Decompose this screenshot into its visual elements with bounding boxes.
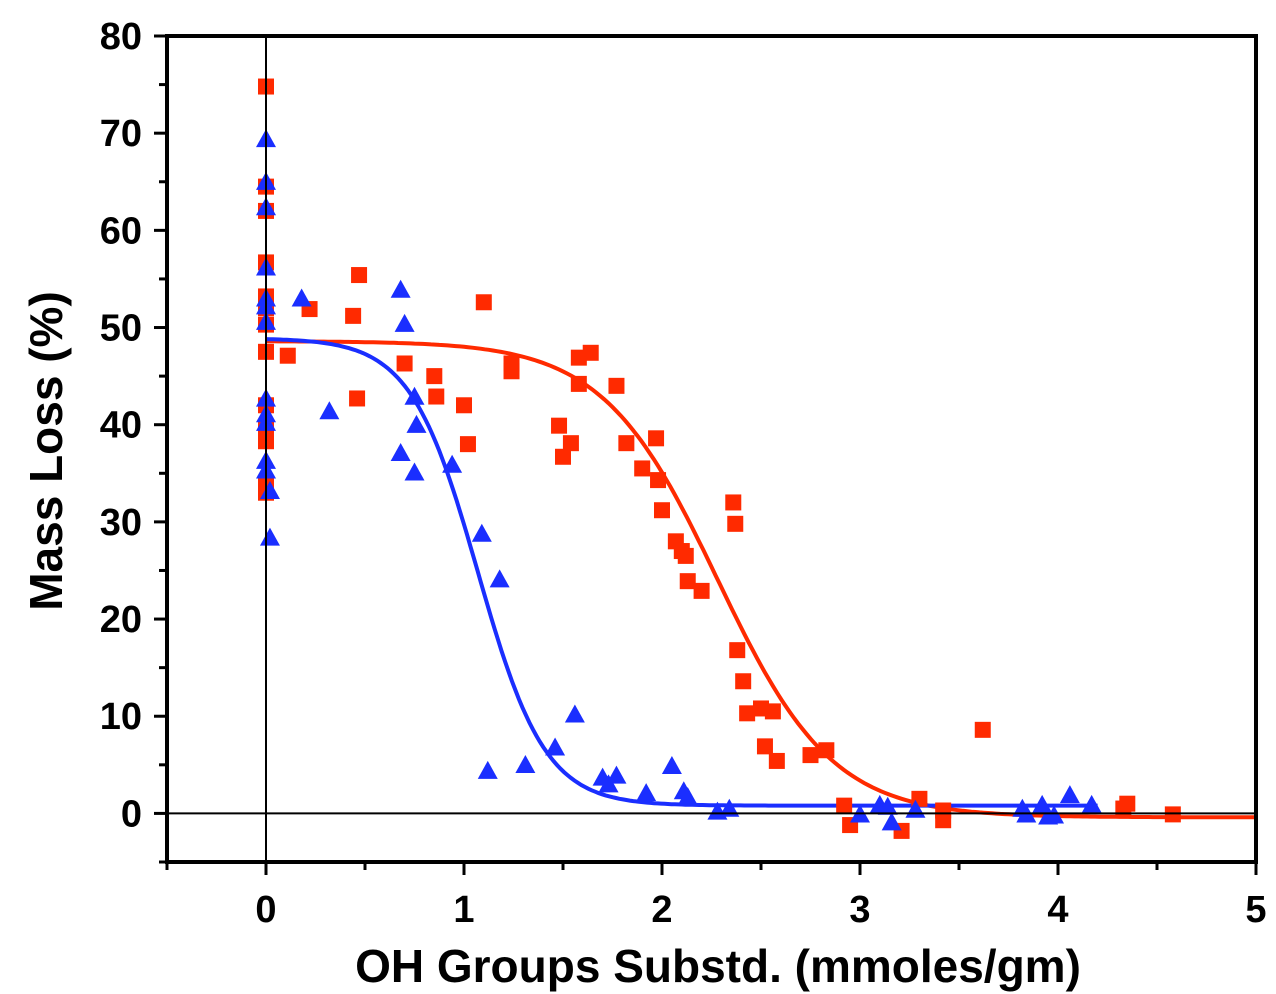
y-tick-label: 30	[100, 502, 142, 544]
y-tick-label: 0	[121, 793, 142, 835]
triangle-marker	[661, 755, 682, 774]
fit-curve-2	[265, 337, 1098, 808]
triangle-marker	[390, 279, 411, 298]
square-marker	[426, 368, 443, 385]
square-marker	[459, 436, 476, 453]
triangle-marker	[390, 443, 411, 462]
triangle-marker	[291, 288, 312, 307]
square-marker	[456, 397, 472, 414]
y-tick-label: 60	[100, 210, 142, 252]
square-marker	[279, 347, 296, 364]
triangle-marker	[442, 454, 463, 473]
y-tick-label: 40	[100, 405, 142, 447]
square-marker	[725, 494, 742, 511]
triangle-marker	[515, 754, 536, 773]
triangle-marker	[406, 414, 427, 433]
x-tick-label: 5	[1245, 889, 1266, 931]
x-tick-label: 3	[849, 889, 870, 931]
triangle-marker	[719, 798, 740, 817]
y-tick-label: 50	[100, 308, 142, 350]
y-tick-label: 20	[100, 599, 142, 641]
triangle-marker	[319, 401, 340, 420]
triangle-marker	[545, 737, 566, 756]
plot-frame	[165, 34, 1258, 864]
square-marker	[648, 430, 665, 447]
y-tick-label: 10	[100, 696, 142, 738]
y-tick-label: 80	[100, 16, 142, 58]
triangle-marker	[636, 783, 657, 802]
triangle-marker	[489, 569, 510, 588]
square-marker	[503, 363, 520, 380]
square-marker	[727, 515, 744, 532]
square-marker	[693, 582, 710, 599]
triangle-marker	[606, 765, 627, 784]
triangle-marker	[1044, 805, 1065, 824]
x-tick-label: 1	[453, 889, 474, 931]
triangle-marker	[881, 812, 902, 831]
square-marker	[608, 377, 625, 394]
triangle-marker	[259, 527, 280, 546]
square-marker	[729, 642, 746, 659]
square-marker	[634, 460, 651, 477]
square-marker	[764, 703, 781, 720]
square-marker	[349, 390, 366, 407]
triangle-marker	[404, 462, 425, 481]
y-tick-label: 70	[100, 113, 142, 155]
triangle-marker	[471, 523, 492, 542]
square-marker	[1119, 795, 1136, 812]
square-marker	[351, 267, 368, 284]
y-axis-title: Mass Loss (%)	[20, 291, 72, 611]
square-marker	[818, 742, 835, 759]
triangle-marker	[677, 787, 698, 806]
x-tick-label: 2	[651, 889, 672, 931]
square-marker	[935, 812, 952, 829]
square-marker	[677, 547, 694, 564]
square-marker	[551, 417, 568, 434]
data-points	[256, 78, 1181, 839]
square-marker	[428, 388, 445, 405]
square-marker	[654, 502, 670, 519]
fit-curve-1	[266, 339, 1256, 820]
square-marker	[650, 472, 667, 489]
square-marker	[570, 375, 587, 392]
triangle-marker	[259, 480, 280, 499]
square-marker	[679, 573, 696, 590]
triangle-marker	[404, 386, 425, 405]
square-marker	[756, 738, 773, 755]
triangle-marker	[1059, 785, 1080, 804]
square-marker	[735, 673, 752, 690]
triangle-marker	[877, 796, 898, 815]
triangle-marker	[394, 313, 415, 332]
triangle-marker	[564, 704, 585, 723]
square-marker	[739, 705, 756, 722]
square-marker	[475, 294, 492, 311]
x-axis-title: OH Groups Substd. (mmoles/gm)	[355, 940, 1081, 992]
square-marker	[836, 797, 853, 814]
square-marker	[974, 721, 991, 738]
x-tick-label: 0	[255, 889, 276, 931]
square-marker	[582, 344, 599, 361]
square-marker	[345, 307, 362, 324]
square-marker	[396, 355, 413, 372]
square-marker	[802, 747, 819, 764]
triangle-marker	[477, 760, 498, 779]
triangle-marker	[1081, 794, 1102, 813]
square-marker	[768, 752, 785, 769]
square-marker	[562, 435, 579, 452]
square-marker	[555, 448, 571, 465]
x-tick-label: 4	[1047, 889, 1068, 931]
square-marker	[618, 435, 635, 452]
